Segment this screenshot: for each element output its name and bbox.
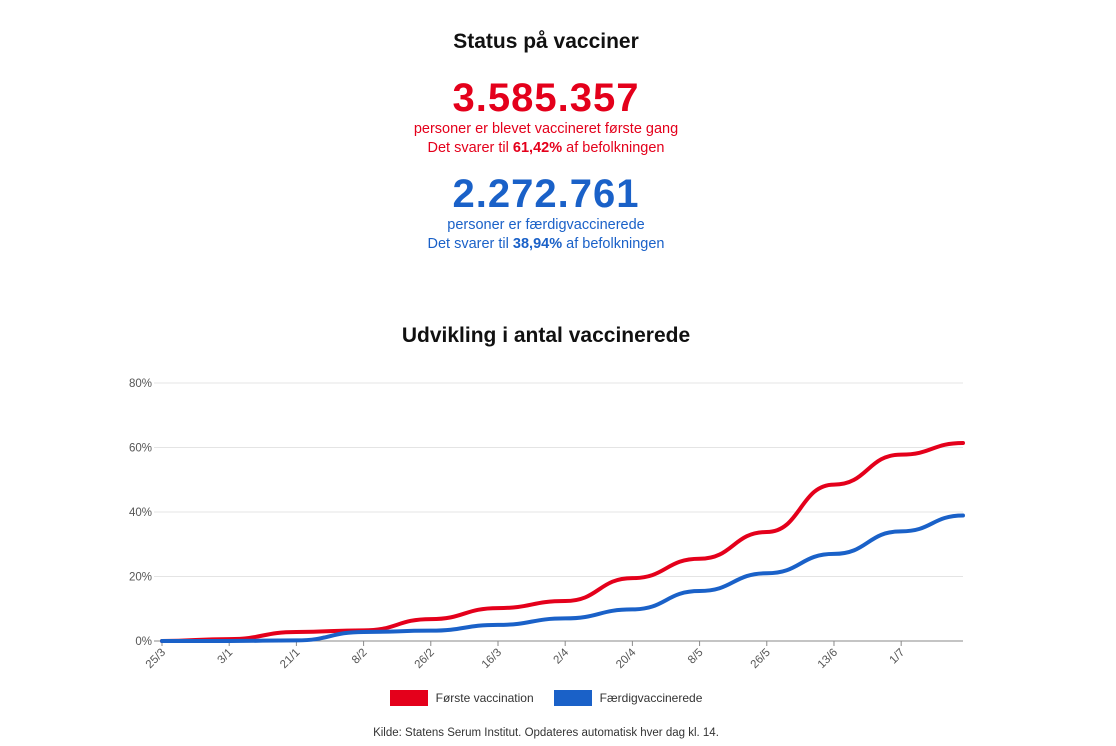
status-title: Status på vacciner: [453, 30, 639, 53]
completed-share-suffix: af befolkningen: [562, 236, 665, 252]
first-share-suffix: af befolkningen: [562, 140, 665, 156]
vaccination-line-chart: 0% 20% 40% 60% 80% 25/3 3/1 21/1 8/2 26/2 16/3 2/4 2…: [129, 378, 965, 671]
x-tick-label: 3/1: [216, 647, 236, 667]
legend-swatch-first: [389, 690, 428, 706]
y-tick-label: 60%: [129, 443, 152, 455]
legend-label-first: Første vaccination: [435, 691, 534, 705]
chart-title: Udvikling i antal vaccinerede: [401, 324, 691, 347]
x-tick-label: 25/3: [144, 647, 168, 671]
y-tick-label: 40%: [129, 507, 152, 519]
y-tick-label: 20%: [129, 572, 152, 584]
x-tick-label: 8/2: [350, 647, 370, 667]
completed-vaccination-share: Det svarer til 38,94% af befolkningen: [0, 235, 1092, 254]
completed-share-prefix: Det svarer til: [427, 236, 513, 252]
legend-label-completed: Færdigvaccinerede: [599, 691, 703, 705]
x-tick-label: 26/2: [413, 647, 437, 671]
series-line-first-vaccination: [160, 440, 965, 643]
source-note: Kilde: Statens Serum Institut. Opdateres…: [373, 727, 719, 739]
completed-vaccination-description: personer er færdigvaccinerede: [447, 217, 645, 233]
legend-item-first: Første vaccination: [389, 690, 534, 706]
x-tick-label: 13/6: [816, 647, 840, 671]
legend-item-completed: Færdigvaccinerede: [553, 690, 703, 706]
first-share-prefix: Det svarer til: [427, 140, 513, 156]
chart-legend: Første vaccination Færdigvaccinerede: [0, 690, 1092, 706]
completed-vaccination-count: 2.272.761: [452, 172, 640, 216]
completed-vaccination-stat: 2.272.761 personer er færdigvaccinerede …: [0, 172, 1092, 254]
x-tick-label: 2/4: [552, 646, 572, 666]
x-tick-label: 16/3: [480, 647, 504, 671]
x-tick-label: 1/7: [888, 647, 908, 667]
x-tick-label: 20/4: [614, 646, 639, 671]
x-tick-label: 21/1: [278, 647, 302, 671]
first-vaccination-share: Det svarer til 61,42% af befolkningen: [0, 139, 1092, 158]
first-share-percent: 61,42%: [512, 140, 563, 156]
completed-share-percent: 38,94%: [512, 236, 563, 252]
first-vaccination-stat: 3.585.357 personer er blevet vaccineret …: [0, 76, 1092, 158]
y-tick-label: 0%: [135, 636, 152, 648]
x-tick-label: 8/5: [686, 647, 706, 667]
legend-swatch-completed: [553, 690, 592, 706]
y-tick-label: 80%: [129, 378, 152, 390]
x-tick-label: 26/5: [749, 647, 773, 671]
series-line-completed: [160, 513, 965, 644]
first-vaccination-description: personer er blevet vaccineret første gan…: [413, 121, 679, 137]
first-vaccination-count: 3.585.357: [452, 76, 640, 120]
